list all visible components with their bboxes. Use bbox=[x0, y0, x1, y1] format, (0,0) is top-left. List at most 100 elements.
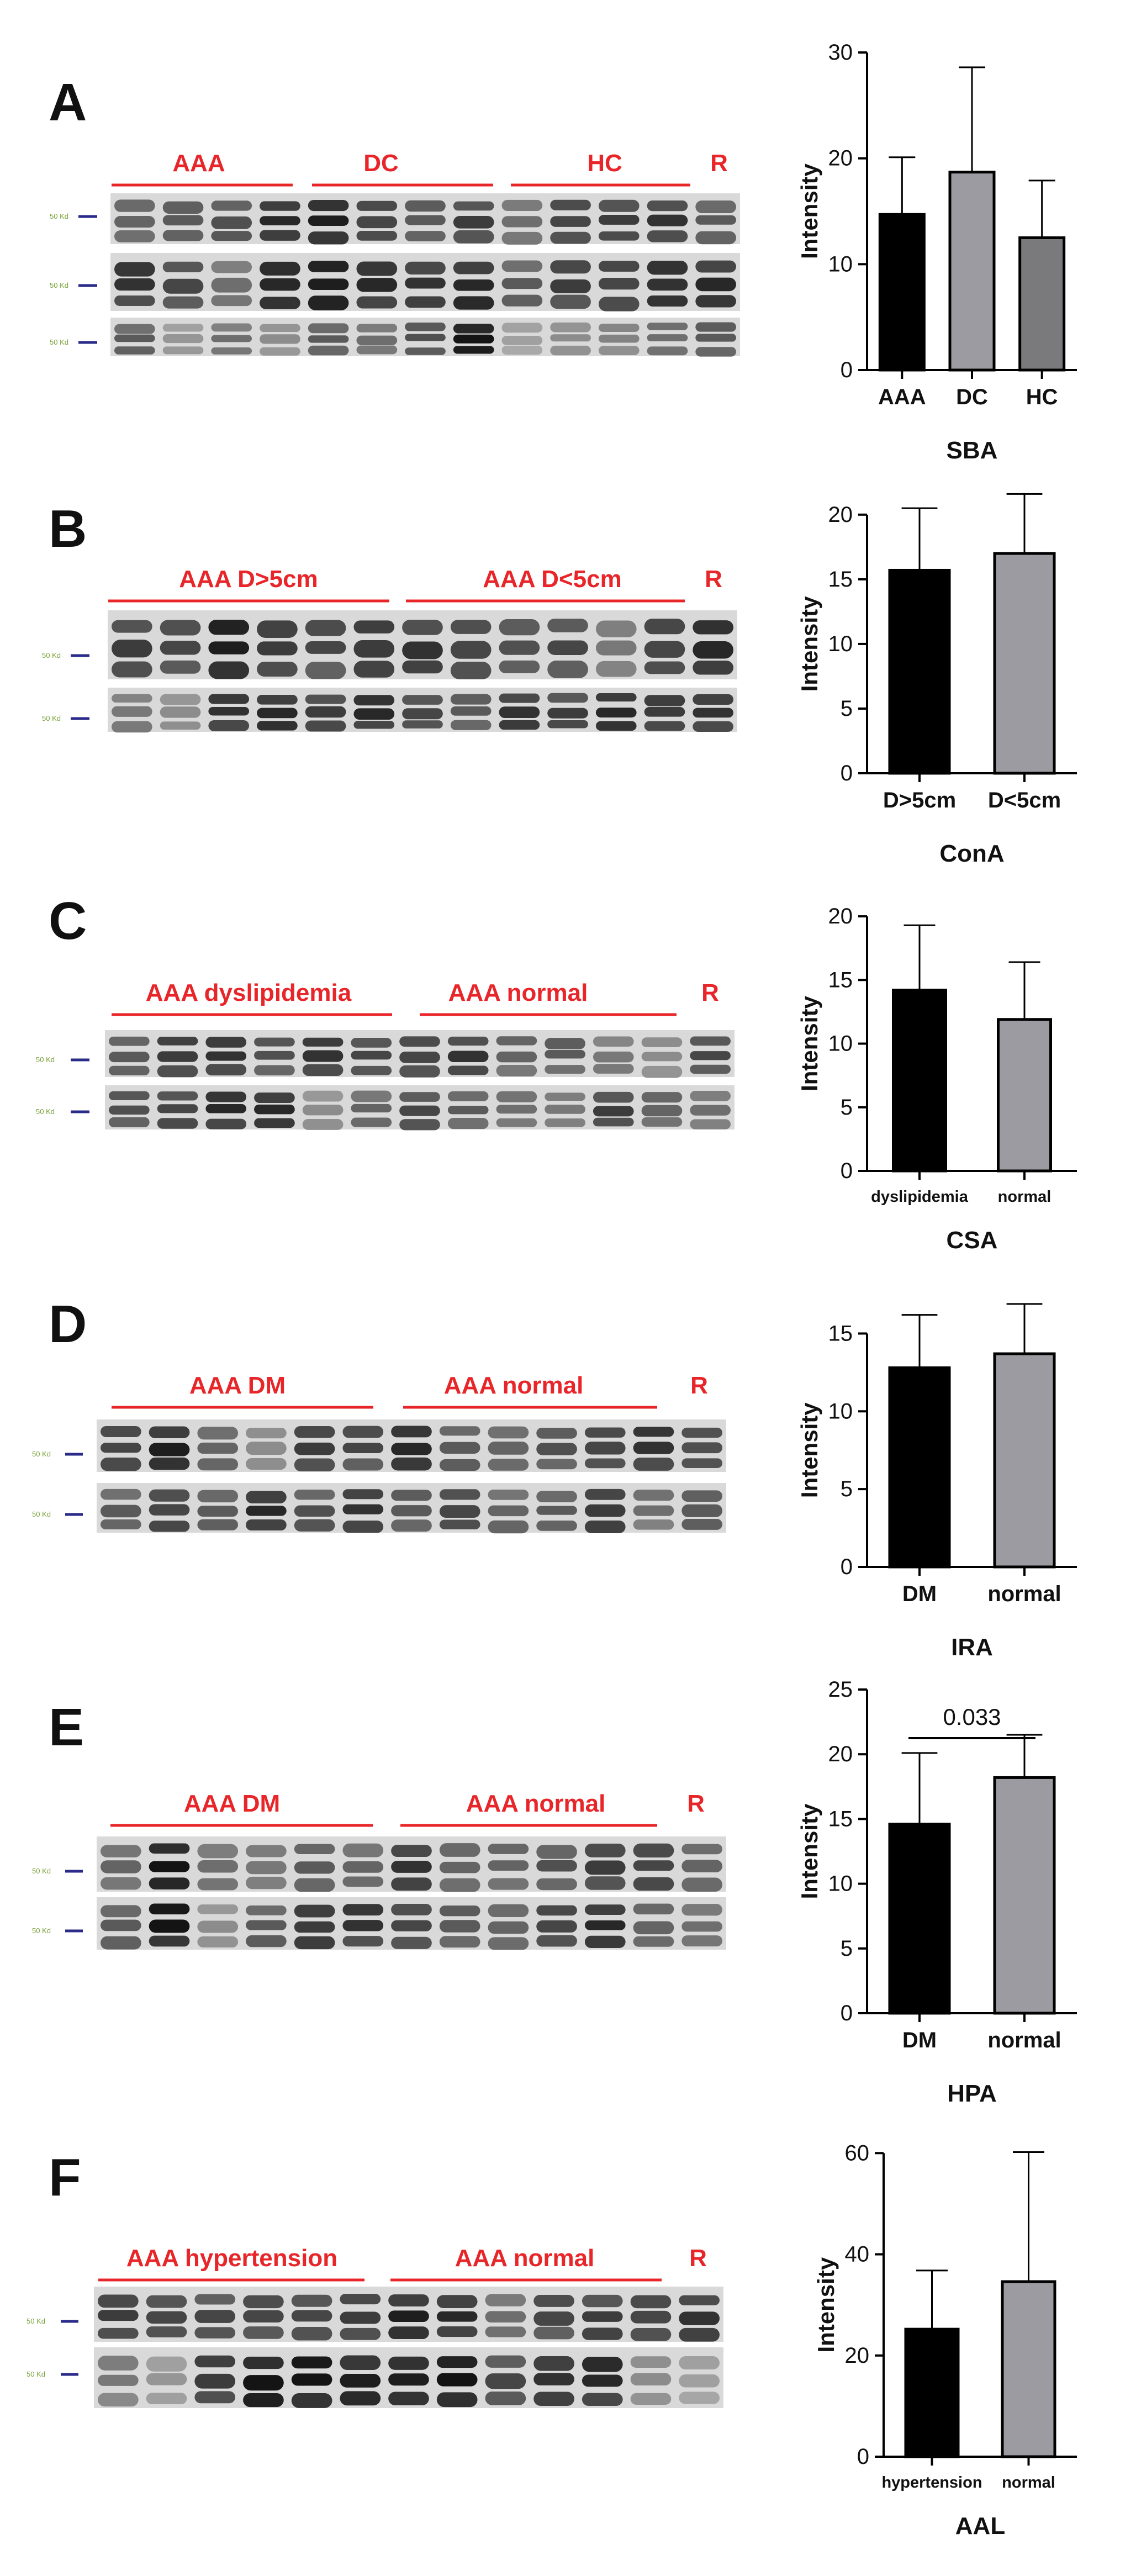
blot-band bbox=[695, 200, 736, 214]
blot-band bbox=[160, 721, 201, 730]
blot-band bbox=[257, 708, 298, 719]
blot-strip bbox=[97, 1419, 726, 1472]
blot-band bbox=[501, 231, 543, 245]
p-value-label: 0.033 bbox=[943, 1704, 1001, 1730]
blot-band bbox=[644, 661, 685, 674]
blot-band bbox=[208, 694, 250, 704]
panel-b: B AAA D>5cm AAA D<5cm R 50 Kd 50 Kd 0 5 10… bbox=[42, 493, 1077, 867]
blot-band bbox=[391, 1490, 432, 1501]
blot-band bbox=[162, 296, 204, 309]
blot-band bbox=[488, 1459, 529, 1471]
y-tick-label: 15 bbox=[828, 567, 853, 592]
blot-band bbox=[595, 693, 637, 702]
blot-band bbox=[340, 2294, 381, 2305]
blot-band bbox=[399, 1119, 440, 1131]
blot-band bbox=[157, 1037, 198, 1046]
blot-band bbox=[391, 1457, 432, 1471]
blot-band bbox=[308, 200, 349, 212]
blot-band bbox=[499, 693, 540, 703]
blot-band bbox=[197, 1878, 239, 1891]
blot-band bbox=[391, 1903, 432, 1915]
blot-band bbox=[308, 295, 349, 310]
group-label-dc: DC bbox=[363, 150, 399, 177]
blot-band bbox=[488, 1426, 529, 1439]
y-tick-label: 40 bbox=[845, 2242, 870, 2267]
blot-band bbox=[436, 2326, 478, 2337]
blot-band bbox=[547, 640, 588, 655]
blot-band bbox=[114, 295, 155, 306]
x-tick-label: DM bbox=[902, 1582, 937, 1606]
blot-band bbox=[211, 261, 252, 273]
blot-band bbox=[488, 1505, 529, 1517]
blot-band bbox=[536, 1845, 577, 1859]
blot-band bbox=[353, 695, 395, 706]
blot-band bbox=[545, 1118, 585, 1127]
blot-band bbox=[388, 2326, 429, 2340]
panel-letter-c: C bbox=[49, 891, 87, 951]
blot-band bbox=[501, 199, 543, 211]
blot-b: AAA D>5cm AAA D<5cm R 50 Kd 50 Kd bbox=[42, 566, 737, 733]
bar bbox=[993, 1776, 1056, 2015]
blot-band bbox=[598, 214, 640, 225]
blot-band bbox=[294, 1844, 335, 1854]
blot-band bbox=[146, 2373, 187, 2385]
blot-band bbox=[595, 721, 637, 731]
blot-band bbox=[593, 1036, 634, 1047]
blot-band bbox=[101, 1936, 141, 1950]
blot-band bbox=[641, 1117, 683, 1127]
blot-band bbox=[205, 1104, 247, 1113]
blot-band bbox=[644, 695, 685, 706]
blot-band bbox=[308, 278, 349, 291]
blot-band bbox=[598, 199, 640, 212]
blot-band bbox=[291, 2294, 332, 2307]
blot-band bbox=[496, 1051, 537, 1063]
blot-band bbox=[488, 1844, 529, 1854]
bar bbox=[888, 1823, 951, 2015]
blot-band bbox=[488, 1520, 529, 1534]
blot-band bbox=[693, 641, 733, 659]
blot-band bbox=[633, 1505, 674, 1516]
blot-band bbox=[302, 1064, 344, 1076]
blot-band bbox=[644, 619, 685, 635]
blot-band bbox=[308, 261, 349, 272]
blot-band bbox=[595, 661, 637, 677]
x-tick-label: dyslipidemia bbox=[871, 1188, 969, 1206]
blot-band bbox=[162, 230, 204, 241]
blot-band bbox=[550, 199, 591, 210]
blot-band bbox=[109, 1091, 150, 1101]
blot-band bbox=[302, 1090, 344, 1102]
blot-band bbox=[436, 2392, 478, 2408]
blot-band bbox=[679, 2295, 720, 2305]
blot-band bbox=[208, 661, 250, 679]
blot-f: AAA hypertension AAA normal R 50 Kd 50 K… bbox=[27, 2245, 723, 2408]
blot-band bbox=[260, 297, 300, 309]
blot-band bbox=[353, 620, 395, 634]
blot-band bbox=[305, 694, 346, 704]
ladder-label: 50 Kd bbox=[50, 212, 68, 220]
blot-band bbox=[439, 1920, 480, 1933]
bar bbox=[878, 213, 926, 372]
blot-band bbox=[453, 334, 494, 344]
blot-band bbox=[598, 261, 640, 272]
blot-band bbox=[584, 1488, 626, 1500]
blot-band bbox=[536, 1935, 577, 1947]
blot-band bbox=[488, 1921, 529, 1934]
blot-band bbox=[399, 1105, 440, 1116]
group-label-2: AAA D<5cm bbox=[483, 566, 621, 593]
y-tick-label: 20 bbox=[828, 904, 853, 928]
blot-band bbox=[391, 1920, 432, 1931]
y-tick-label: 5 bbox=[841, 696, 853, 721]
ladder-label: 50 Kd bbox=[32, 1510, 51, 1518]
blot-band bbox=[342, 1426, 384, 1438]
blot-band bbox=[633, 1458, 674, 1471]
blot-strip bbox=[94, 2287, 723, 2342]
blot-band bbox=[488, 1904, 529, 1917]
group-label-1: AAA D>5cm bbox=[179, 566, 318, 593]
blot-band bbox=[598, 334, 640, 343]
blot-band bbox=[302, 1104, 344, 1116]
blot-band bbox=[305, 620, 346, 636]
blot-band bbox=[308, 231, 349, 245]
blot-band bbox=[211, 277, 252, 293]
blot-band bbox=[308, 323, 349, 334]
blot-band bbox=[436, 2295, 478, 2308]
